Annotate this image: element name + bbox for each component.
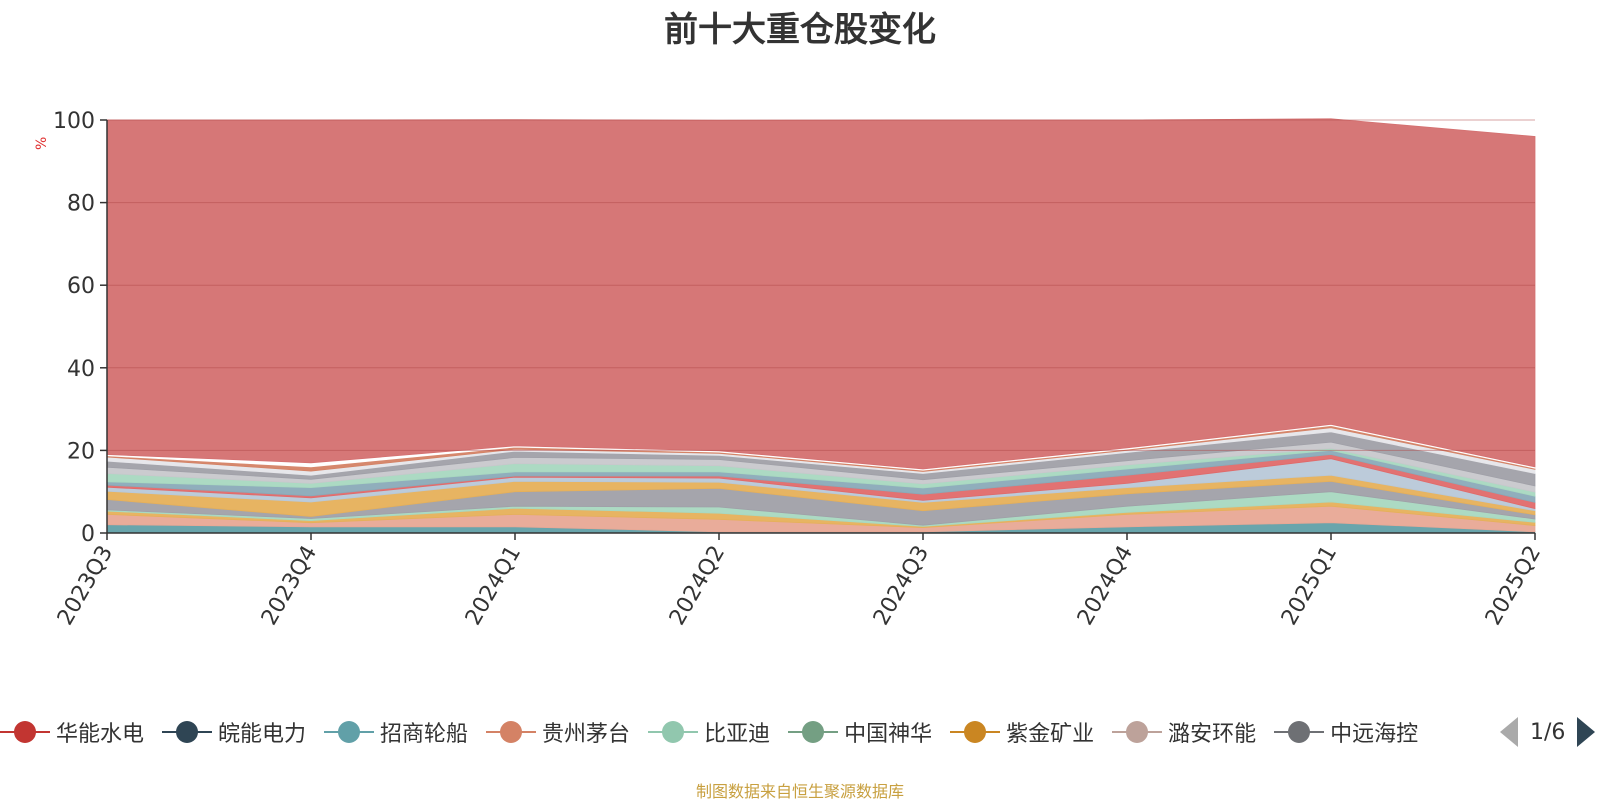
legend-item[interactable]: 招商轮船 [324,712,468,752]
y-tick-label: 40 [67,357,95,382]
legend-marker-icon [950,720,1001,744]
legend-item[interactable]: 紫金矿业 [950,712,1094,752]
legend-item[interactable]: 比亚迪 [648,712,770,752]
legend-label: 紫金矿业 [1006,722,1095,747]
x-tick-label: 2023Q4 [257,542,322,630]
x-tick-label: 2024Q3 [869,542,934,630]
x-tick-label: 2024Q4 [1073,542,1138,630]
legend-marker-icon [486,720,537,744]
legend-item[interactable]: 中远海控 [1274,712,1418,752]
stacked-area-chart: 0 20 40 60 80 100 2023Q3 2023Q4 2024Q1 2024Q2 2024… [53,109,1546,630]
legend-label: 华能水电 [56,722,145,747]
y-tick-label: 0 [81,522,95,547]
source-note: 制图数据来自恒生聚源数据库 [695,782,904,801]
legend-label: 中国神华 [844,722,933,747]
legend-item[interactable]: 贵州茅台 [486,712,630,752]
legend-item[interactable]: 中国神华 [788,712,932,752]
y-tick-label: 20 [67,439,95,464]
area-series-15 [106,118,1536,470]
legend: 华能水电 皖能电力 招商轮船 贵州茅台 比亚迪 中国神华 紫金矿业 潞安环能 中远海控 [0,712,1500,752]
chart-title: 前十大重仓股变化 [664,10,936,50]
legend-marker-icon [648,720,699,744]
legend-label: 皖能电力 [218,722,307,747]
y-tick-label: 80 [67,192,95,217]
x-tick-label: 2025Q1 [1277,542,1342,630]
legend-label: 比亚迪 [704,722,771,747]
y-axis-label: % [34,136,50,150]
legend-marker-icon [1112,720,1163,744]
legend-page-indicator: 1/6 [1530,719,1566,745]
x-tick-label: 2024Q1 [461,542,526,630]
legend-label: 贵州茅台 [542,722,631,747]
x-tick-label: 2025Q2 [1481,542,1546,630]
legend-item[interactable]: 皖能电力 [162,712,306,752]
legend-pager: 1/6 [1500,712,1600,752]
legend-marker-icon [788,720,839,744]
legend-marker-icon [1274,720,1325,744]
legend-prev-page-button[interactable] [1500,717,1518,747]
legend-next-page-button[interactable] [1577,717,1596,747]
y-tick-label: 100 [53,109,95,134]
x-tick-label: 2024Q2 [665,542,730,630]
y-tick-label: 60 [67,274,95,299]
x-tick-label: 2023Q3 [53,542,118,630]
legend-label: 潞安环能 [1168,722,1257,747]
legend-label: 招商轮船 [380,722,469,747]
legend-item[interactable]: 华能水电 [0,712,144,752]
legend-marker-icon [0,720,50,744]
legend-marker-icon [162,720,213,744]
legend-marker-icon [324,720,375,744]
legend-label: 中远海控 [1330,722,1419,747]
legend-item[interactable]: 潞安环能 [1112,712,1256,752]
